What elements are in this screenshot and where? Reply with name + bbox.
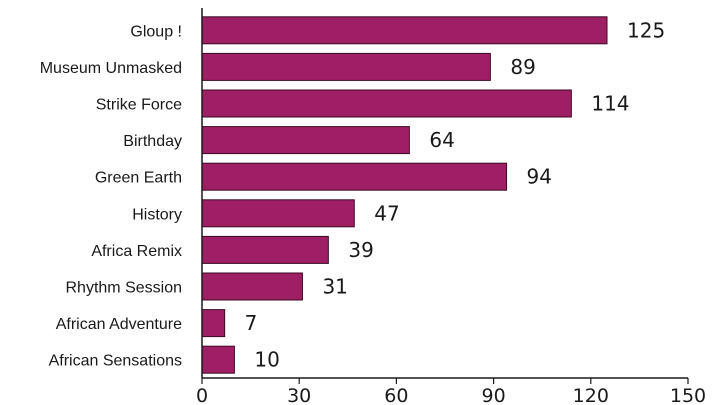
x-tick-label-3: 90 bbox=[482, 385, 506, 405]
bar-8 bbox=[201, 309, 226, 338]
bar-3 bbox=[201, 126, 410, 155]
category-label-3: Birthday bbox=[123, 133, 182, 150]
bar-6 bbox=[201, 235, 329, 264]
value-label-6: 39 bbox=[348, 238, 373, 262]
category-label-7: Rhythm Session bbox=[66, 280, 183, 297]
bar-2 bbox=[201, 89, 572, 118]
axes bbox=[201, 8, 688, 379]
value-label-3: 64 bbox=[429, 128, 454, 152]
x-ticks: 0 30 60 90 120 150 bbox=[196, 378, 706, 405]
value-label-4: 94 bbox=[527, 165, 552, 189]
x-tick-label-1: 30 bbox=[287, 385, 311, 405]
category-label-4: Green Earth bbox=[95, 170, 182, 187]
x-tick-label-4: 120 bbox=[573, 385, 609, 405]
bar-1 bbox=[201, 52, 491, 81]
category-label-1: Museum Unmasked bbox=[40, 60, 182, 77]
bar-0 bbox=[201, 16, 608, 45]
value-label-9: 10 bbox=[254, 348, 279, 372]
bar-9 bbox=[201, 345, 235, 374]
category-label-6: Africa Remix bbox=[91, 243, 182, 260]
x-tick-label-5: 150 bbox=[670, 385, 706, 405]
category-label-9: African Sensations bbox=[49, 353, 182, 370]
bar-5 bbox=[201, 199, 355, 228]
x-tick-label-0: 0 bbox=[196, 385, 208, 405]
category-label-2: Strike Force bbox=[96, 97, 182, 114]
value-label-1: 89 bbox=[510, 55, 535, 79]
value-label-7: 31 bbox=[322, 275, 347, 299]
value-label-2: 114 bbox=[591, 92, 629, 116]
bars-group bbox=[201, 16, 608, 374]
value-label-5: 47 bbox=[374, 201, 399, 225]
bar-4 bbox=[201, 162, 508, 191]
category-label-0: Gloup ! bbox=[130, 23, 182, 40]
category-labels: Gloup ! Museum Unmasked Strike Force Birthd… bbox=[40, 23, 182, 369]
value-label-8: 7 bbox=[245, 311, 258, 335]
bar-7 bbox=[201, 272, 303, 301]
x-tick-label-2: 60 bbox=[384, 385, 408, 405]
category-label-5: History bbox=[132, 206, 182, 223]
category-label-8: African Adventure bbox=[56, 316, 182, 333]
value-label-0: 125 bbox=[627, 18, 665, 42]
